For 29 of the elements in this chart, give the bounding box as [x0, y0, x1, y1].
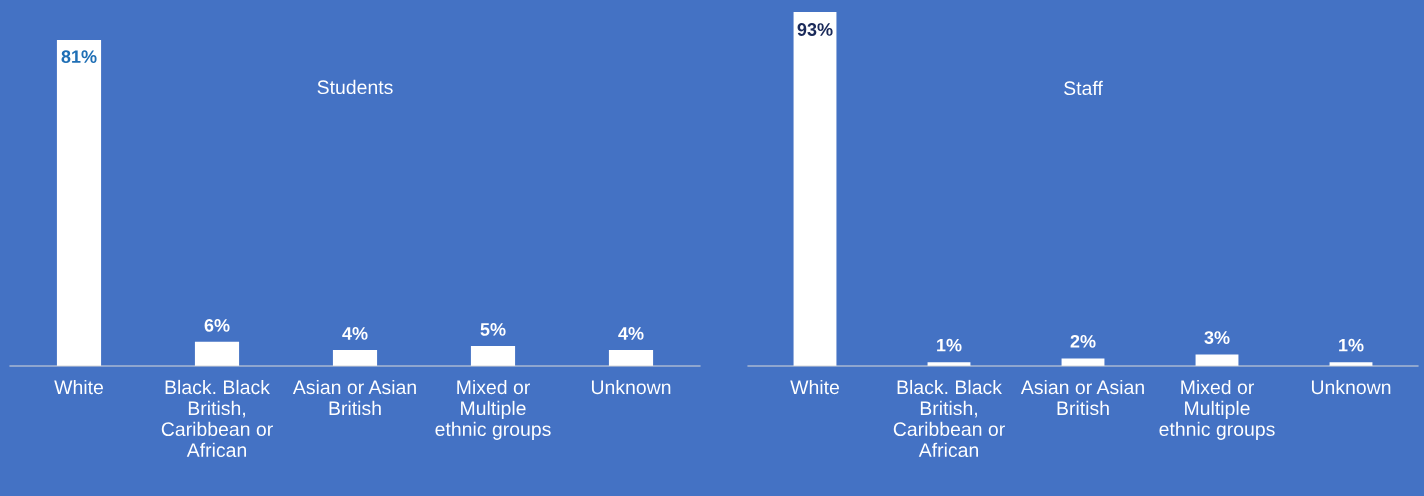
data-label: 4%	[618, 327, 644, 340]
x-tick-label: Black. Black British, Caribbean or African	[161, 379, 273, 457]
data-label: 2%	[1070, 334, 1096, 348]
x-tick-label: White	[790, 379, 839, 395]
data-label: 3%	[1204, 331, 1230, 344]
data-label: 6%	[204, 318, 230, 332]
bar	[332, 349, 378, 366]
bar	[793, 12, 837, 366]
bar	[194, 341, 240, 366]
text: Staff	[1064, 80, 1103, 96]
x-tick-label: Unknown	[591, 379, 671, 395]
x-tick-label: Mixed or Multiple ethnic groups	[1159, 379, 1275, 440]
bar	[608, 349, 654, 366]
data-label: 1%	[1339, 338, 1364, 352]
text: Students	[317, 79, 393, 95]
data-label: 93%	[797, 23, 833, 36]
data-label: 81%	[61, 50, 97, 64]
x-tick-label: Mixed or Multiple ethnic groups	[435, 379, 551, 440]
x-tick-label: Unknown	[1311, 379, 1391, 395]
data-label: 5%	[480, 323, 506, 336]
bar	[56, 40, 102, 366]
bar	[1061, 358, 1105, 366]
bar	[470, 345, 516, 366]
x-tick-label: Asian or Asian British	[292, 379, 416, 416]
data-label: 4%	[342, 327, 368, 340]
x-tick-label: White	[54, 379, 103, 395]
x-tick-label: Black. Black British, Caribbean or African	[893, 379, 1005, 457]
data-label: 1%	[937, 338, 962, 352]
x-tick-label: Asian or Asian British	[1020, 379, 1144, 416]
